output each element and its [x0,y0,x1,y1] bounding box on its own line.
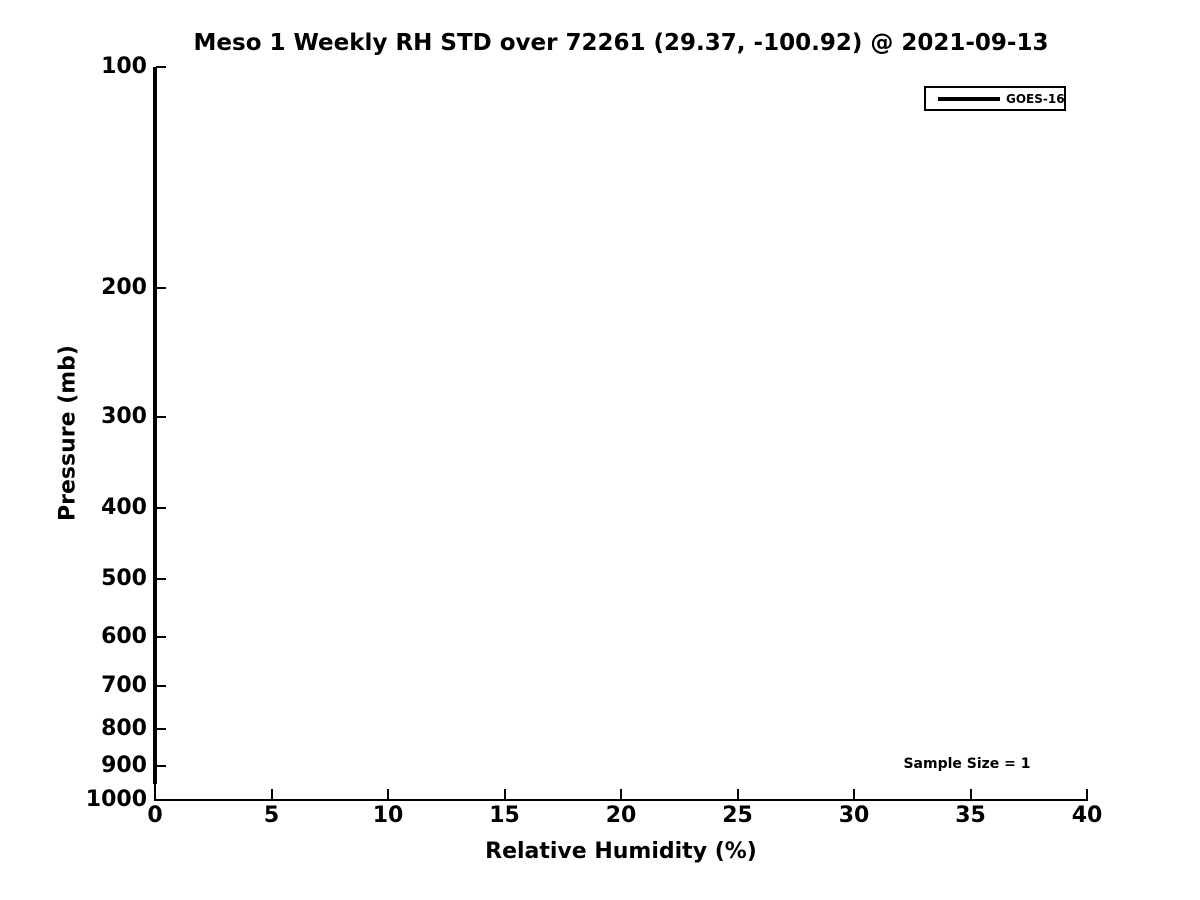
x-tick-mark [270,789,273,799]
x-tick-label: 5 [263,803,280,828]
x-tick-mark [387,789,389,799]
x-tick-label: 30 [838,803,870,828]
y-tick-label: 400 [101,495,147,521]
sample-size-annotation: Sample Size = 1 [903,756,1031,772]
y-tick-label: 700 [101,673,147,699]
y-tick-mark [156,66,166,68]
y-tick-label: 500 [101,566,147,592]
y-tick-label: 300 [101,403,147,429]
legend-entry-label: GOES-16 [1006,91,1065,106]
y-tick-mark [156,765,166,768]
y-tick-mark [156,415,166,418]
y-axis-label: Pressure (mb) [55,345,81,521]
x-tick-mark [853,789,855,799]
x-tick-mark [154,789,156,799]
series-line-goes-16 [153,67,157,784]
x-tick-mark [1086,789,1088,799]
x-tick-label: 15 [489,803,520,828]
y-tick-mark [156,727,166,730]
legend: GOES-16 [924,86,1066,111]
y-tick-mark [156,636,166,639]
legend-line-sample [938,96,1000,101]
x-axis-label: Relative Humidity (%) [485,839,757,864]
x-tick-label: 35 [955,803,986,828]
y-tick-label: 600 [101,624,147,650]
x-tick-label: 10 [372,803,404,828]
y-tick-label: 900 [101,753,147,779]
x-tick-label: 40 [1071,803,1103,828]
y-tick-label: 800 [101,715,147,741]
y-tick-label: 1000 [85,787,147,812]
x-tick-label: 20 [605,803,637,828]
x-tick-mark [736,789,739,799]
y-tick-mark [156,799,166,801]
y-tick-mark [156,286,166,289]
x-tick-mark [620,789,622,799]
chart-title: Meso 1 Weekly RH STD over 72261 (29.37, … [193,30,1049,56]
y-tick-mark [156,578,166,581]
x-axis-spine [154,799,1088,801]
y-tick-label: 100 [101,54,147,79]
x-tick-mark [503,789,506,799]
x-tick-label: 25 [722,803,753,828]
y-tick-label: 200 [101,274,147,300]
x-tick-mark [969,789,972,799]
x-tick-label: 0 [147,803,163,828]
y-tick-mark [156,685,166,688]
y-tick-mark [156,507,166,510]
